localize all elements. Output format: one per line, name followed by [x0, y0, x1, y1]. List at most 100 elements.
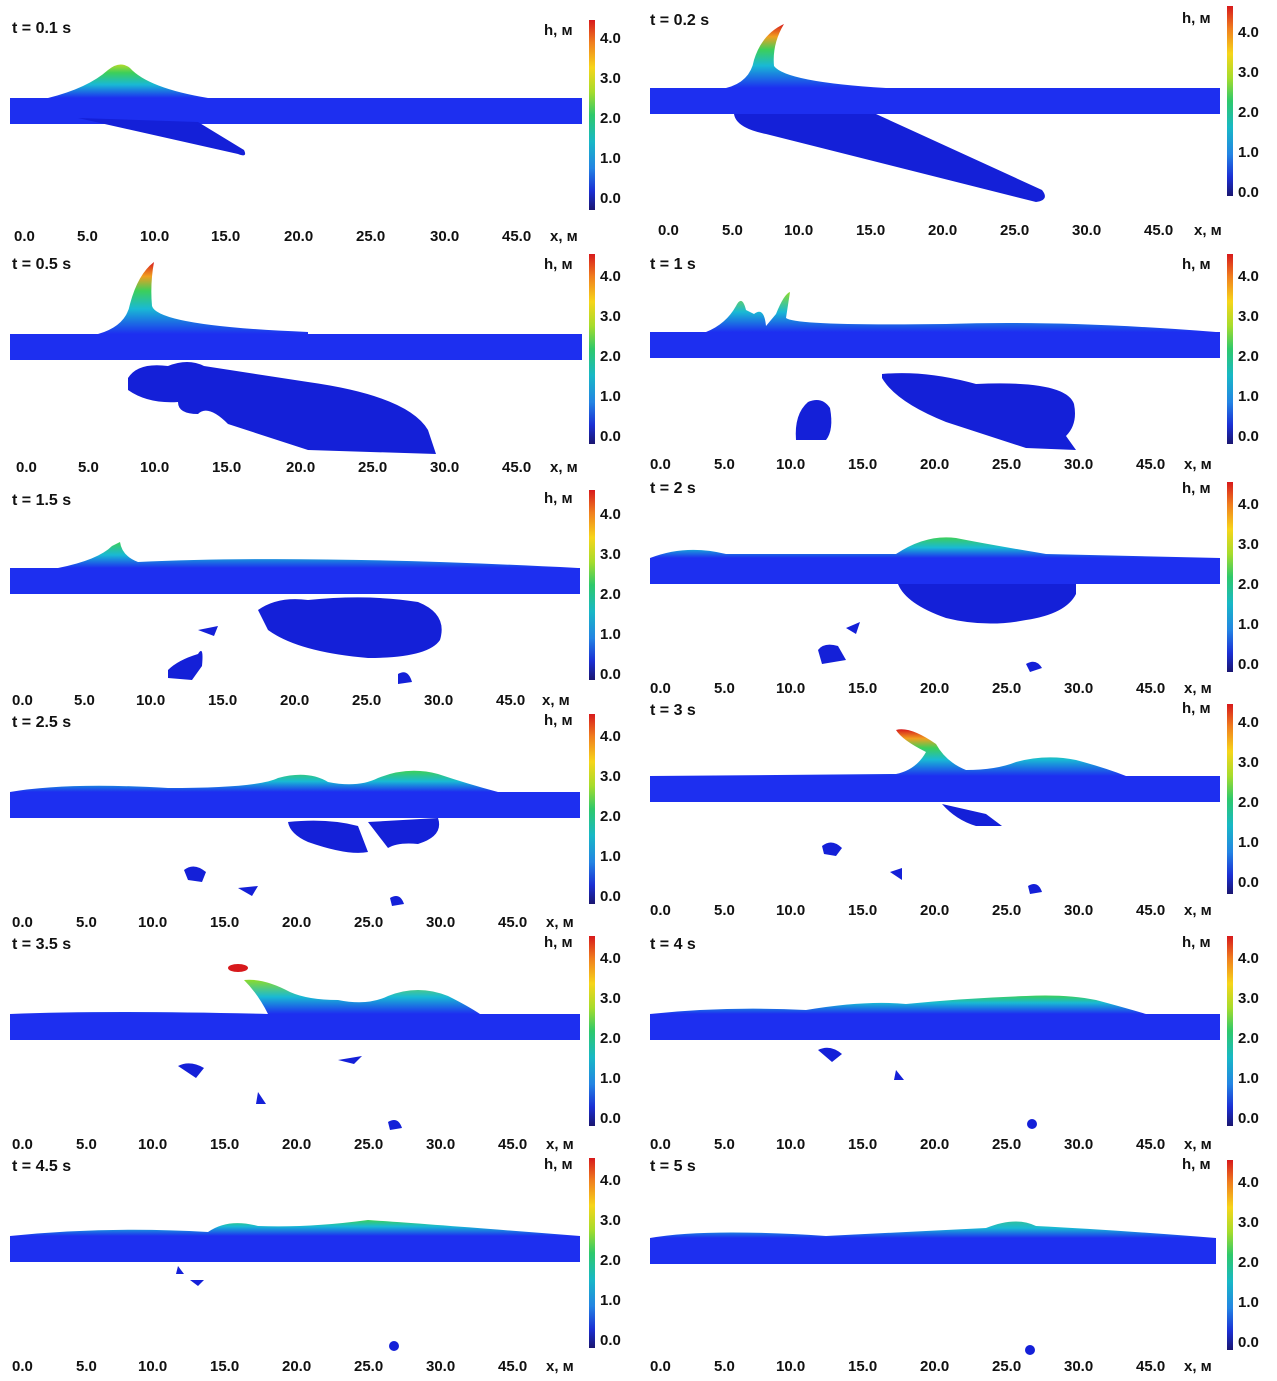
- simulation-snapshot: [10, 542, 580, 684]
- slide-fragment: [795, 400, 832, 440]
- x-axis-ticks: 0.0 5.0 10.0 15.0 20.0 25.0 30.0 45.0 x, м: [650, 902, 1212, 919]
- debris: [1027, 1119, 1037, 1129]
- debris-cloud: [942, 804, 1002, 826]
- colorbar: [589, 490, 595, 680]
- water-layer: [10, 792, 580, 818]
- debris: [338, 1056, 362, 1064]
- panel-7: t = 2.5 s h, м 4.0 3.0 2.0 1.0 0.0 0.0 5.0 …: [8, 712, 638, 936]
- water-layer: [10, 1014, 580, 1040]
- time-label: t = 4 s: [650, 936, 696, 953]
- time-label: t = 4.5 s: [12, 1158, 72, 1175]
- slide-mass: [898, 584, 1076, 624]
- x-axis-ticks: 0.0 5.0 10.0 15.0 20.0 25.0 30.0 45.0 x, м: [14, 228, 578, 245]
- colorbar: [1227, 936, 1233, 1126]
- simulation-snapshot: [650, 537, 1220, 672]
- panel-1: t = 0.1 s h, м 4.0 3.0 2.0 1.0 0.0 0.0 5.0 …: [8, 18, 638, 245]
- debris: [398, 672, 412, 684]
- panel-6: t = 2 s h, м 4.0 3.0 2.0 1.0 0.0 0.0 5.0 10…: [646, 478, 1276, 702]
- debris: [1025, 1345, 1035, 1355]
- colorbar: [589, 714, 595, 904]
- debris: [178, 1063, 204, 1078]
- panel-9: t = 3.5 s h, м 4.0 3.0 2.0 1.0 0.0 0.0 5.0 …: [8, 934, 638, 1158]
- wave-surface: [10, 979, 480, 1014]
- colorbar-label: h, м: [544, 712, 573, 729]
- simulation-snapshot: [10, 1220, 580, 1351]
- debris: [176, 1266, 184, 1274]
- slide-mass: [882, 373, 1076, 450]
- wave-surface: [650, 1221, 1216, 1238]
- panel-8: t = 3 s h, м 4.0 3.0 2.0 1.0 0.0 0.0 5.0 10…: [646, 700, 1276, 924]
- panel-12: t = 5 s h, м 4.0 3.0 2.0 1.0 0.0 0.0 5.0 10…: [646, 1156, 1276, 1380]
- colorbar: [1227, 254, 1233, 444]
- simulation-snapshot: [650, 1221, 1216, 1355]
- airborne-splash: [228, 964, 248, 972]
- debris: [388, 1120, 402, 1130]
- debris: [238, 886, 258, 896]
- slide-mass: [258, 597, 442, 658]
- wave-crest: [48, 64, 208, 98]
- colorbar-label: h, м: [544, 934, 573, 951]
- sliding-body: [734, 114, 1045, 202]
- water-layer: [650, 558, 1220, 584]
- x-axis-ticks: 0.0 5.0 10.0 15.0 20.0 25.0 30.0 45.0 x, м: [650, 1358, 1212, 1375]
- water-layer: [650, 332, 1220, 358]
- water-layer: [10, 568, 580, 594]
- simulation-snapshot: [650, 24, 1220, 202]
- colorbar-label: h, м: [544, 256, 573, 273]
- time-label: t = 2.5 s: [12, 714, 72, 731]
- colorbar-label: h, м: [544, 22, 573, 39]
- x-axis-ticks: 0.0 5.0 10.0 15.0 20.0 25.0 30.0 45.0 x, м: [12, 1358, 574, 1375]
- wave-surface: [650, 537, 1220, 558]
- x-axis-ticks: 0.0 5.0 10.0 15.0 20.0 25.0 30.0 45.0 x, м: [650, 680, 1212, 697]
- debris: [168, 650, 203, 680]
- x-axis-ticks: 0.0 5.0 10.0 15.0 20.0 25.0 30.0 45.0 x, м: [650, 456, 1212, 473]
- time-label: t = 0.5 s: [12, 256, 72, 273]
- x-axis-ticks: 0.0 5.0 10.0 15.0 20.0 25.0 30.0 45.0 x, м: [12, 914, 574, 931]
- water-layer: [10, 334, 582, 360]
- x-axis-ticks: 0.0 5.0 10.0 15.0 20.0 25.0 30.0 45.0 x, м: [12, 692, 570, 709]
- simulation-snapshot: [650, 995, 1220, 1129]
- simulation-snapshot: [10, 64, 582, 156]
- x-axis-ticks: 0.0 5.0 10.0 15.0 20.0 25.0 30.0 45.0 x, м: [12, 1136, 574, 1153]
- colorbar-label: h, м: [544, 490, 573, 507]
- debris: [818, 1047, 842, 1062]
- x-axis-ticks: 0.0 5.0 10.0 15.0 20.0 25.0 30.0 45.0 x, м: [658, 222, 1222, 239]
- colorbar: [589, 20, 595, 210]
- colorbar-label: h, м: [1182, 480, 1211, 497]
- panel-2: t = 0.2 s h, м 4.0 3.0 2.0 1.0 0.0 0.0 5.0 …: [646, 6, 1276, 239]
- wave-crest: [58, 542, 578, 568]
- colorbar: [589, 254, 595, 444]
- panel-4: t = 1 s h, м 4.0 3.0 2.0 1.0 0.0 0.0 5.0 10…: [646, 254, 1276, 478]
- water-layer: [650, 1238, 1216, 1264]
- time-label: t = 0.2 s: [650, 12, 710, 29]
- simulation-snapshot: [10, 770, 580, 906]
- panel-11: t = 4.5 s h, м 4.0 3.0 2.0 1.0 0.0 0.0 5.0 …: [8, 1156, 638, 1380]
- colorbar-label: h, м: [1182, 10, 1211, 27]
- wave-crest: [98, 262, 308, 334]
- colorbar-label: h, м: [1182, 256, 1211, 273]
- colorbar: [1227, 482, 1233, 672]
- colorbar: [1227, 6, 1233, 196]
- debris-cloud: [288, 820, 368, 853]
- debris: [389, 1341, 399, 1351]
- debris: [846, 622, 860, 634]
- water-layer: [650, 88, 1220, 114]
- time-label: t = 5 s: [650, 1158, 696, 1175]
- simulation-snapshot: [650, 292, 1220, 450]
- sliding-body: [78, 118, 246, 156]
- water-layer: [10, 1236, 580, 1262]
- wave-surface: [10, 1220, 580, 1236]
- simulation-snapshot: [10, 964, 580, 1130]
- debris: [198, 626, 218, 636]
- wave-surface: [650, 995, 1146, 1014]
- colorbar-label: h, м: [544, 1156, 573, 1173]
- time-label: t = 0.1 s: [12, 20, 72, 37]
- colorbar: [1227, 1160, 1233, 1350]
- debris: [1026, 661, 1042, 672]
- water-layer: [650, 776, 1220, 802]
- wave-surface: [650, 729, 1126, 776]
- time-label: t = 1.5 s: [12, 492, 72, 509]
- colorbar: [589, 936, 595, 1126]
- colorbar: [589, 1158, 595, 1348]
- panel-10: t = 4 s h, м 4.0 3.0 2.0 1.0 0.0 0.0 5.0 10…: [646, 934, 1276, 1158]
